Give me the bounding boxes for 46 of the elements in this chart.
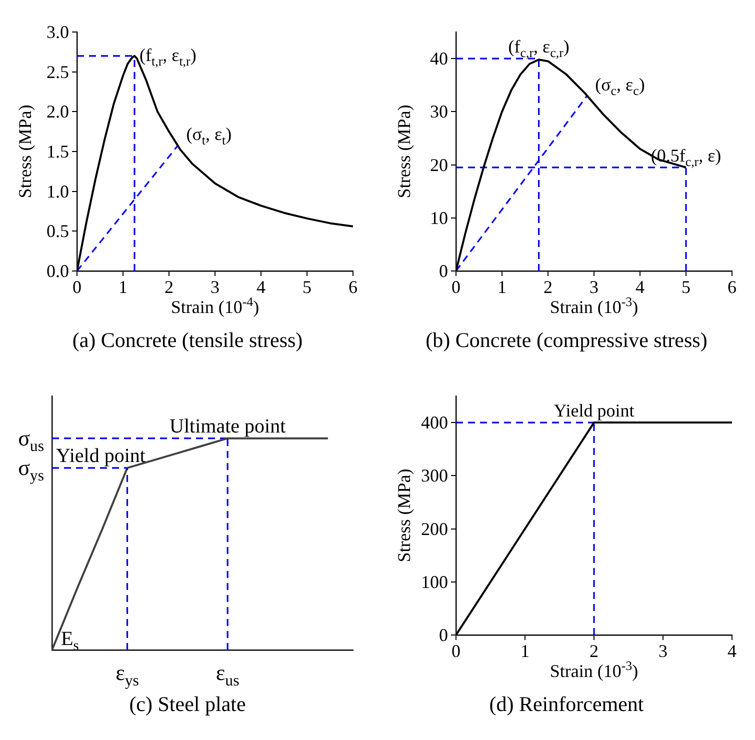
y-tick-label: 3.0: [46, 22, 69, 42]
text: (a) Concrete (tensile stress): [71, 328, 304, 353]
annotation: Ultimate point: [170, 415, 286, 438]
x-tick-label: 4: [636, 277, 644, 297]
x-tick-label: 3: [590, 277, 598, 297]
y-axis-title: Stress (MPa): [394, 104, 414, 198]
y-axis-title: Stress (MPa): [394, 468, 414, 562]
y-tick-label: 20: [430, 154, 448, 175]
x-tick-label: 3: [658, 641, 668, 661]
y-tick-label: 0: [439, 261, 448, 281]
x-tick-label: 0: [452, 641, 460, 661]
y-axis-title: Stress (MPa): [15, 104, 35, 198]
x-tick-label: 2: [164, 277, 174, 297]
text: (b) Concrete (compressive stress): [424, 328, 708, 353]
y-tick-label: 100: [421, 572, 448, 592]
x-tick-label: 2: [590, 641, 598, 661]
x-tick-label: 0: [72, 277, 82, 297]
annotation: Yield point: [554, 400, 634, 421]
x-tick-label: 3: [210, 277, 220, 297]
x-tick-label: 4: [256, 277, 266, 297]
y-tick-label: 30: [430, 102, 448, 122]
y-tick-label: 0: [439, 625, 448, 645]
x-tick-label: 1: [520, 641, 530, 661]
y-tick-label: 2.5: [46, 62, 69, 82]
x-tick-label: 5: [682, 277, 690, 297]
text: (d) Reinforcement: [488, 692, 645, 717]
y-tick-label: 40: [430, 48, 448, 69]
x-tick-label: 6: [348, 277, 358, 297]
x-tick-label: 0: [452, 277, 460, 297]
x-tick-label: 5: [302, 277, 312, 297]
y-tick-label: 1.5: [46, 142, 69, 162]
annotation: Yield point: [56, 444, 146, 467]
x-tick-label: 4: [728, 641, 736, 661]
y-tick-label: 1.0: [46, 181, 69, 202]
x-tick-label: 6: [728, 277, 736, 297]
x-tick-label: 1: [498, 277, 506, 297]
y-tick-label: 300: [421, 466, 448, 486]
y-tick-label: 400: [421, 412, 448, 433]
y-tick-label: 10: [430, 208, 448, 228]
y-tick-label: 0.0: [46, 261, 69, 281]
x-tick-label: 2: [544, 277, 552, 297]
y-tick-label: 200: [421, 518, 448, 539]
x-tick-label: 1: [118, 277, 128, 297]
y-tick-label: 0.5: [46, 221, 69, 242]
text: (c) Steel plate: [128, 692, 247, 717]
y-tick-label: 2.0: [46, 102, 69, 122]
